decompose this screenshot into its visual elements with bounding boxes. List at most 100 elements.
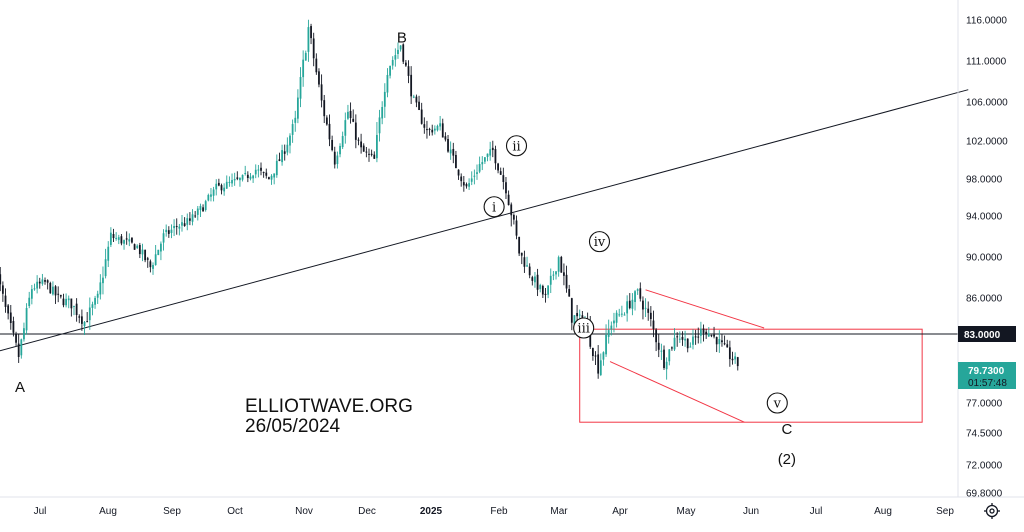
candle-body — [423, 124, 426, 128]
x-tick-label: Oct — [227, 506, 243, 517]
candle-body — [249, 176, 252, 179]
y-tick-labels: 116.0000 111.0000 106.0000 102.0000 98.0000 9… — [966, 16, 1008, 500]
candle-body — [212, 189, 215, 196]
candle-body — [573, 315, 576, 325]
wave-label-i: i — [492, 200, 496, 215]
x-tick-label: Apr — [612, 506, 628, 517]
candle-body — [623, 314, 626, 316]
candle-body — [415, 96, 418, 103]
candle-body — [620, 313, 623, 315]
candle-body — [402, 44, 405, 62]
candle-body — [273, 173, 276, 178]
candle-body — [536, 274, 539, 290]
candle-body — [225, 181, 228, 189]
candle-body — [431, 129, 434, 133]
level-tag-text: 83.0000 — [964, 330, 1001, 341]
candle-body — [599, 360, 602, 375]
candle-body — [15, 333, 17, 343]
candle-body — [455, 154, 457, 169]
wave-label-iv: iv — [594, 235, 606, 250]
candle-body — [705, 331, 708, 335]
candle-body — [418, 101, 420, 110]
candle-body — [420, 109, 423, 124]
x-tick-label: Jul — [810, 506, 823, 517]
candle-body — [28, 297, 31, 306]
watermark-line-1: ELLIOTWAVE.ORG — [245, 396, 413, 417]
candle-body — [341, 136, 344, 148]
y-tick-label: 94.0000 — [966, 212, 1003, 223]
candle-body — [412, 96, 415, 98]
candle-body — [539, 285, 542, 289]
candle-body — [394, 55, 397, 60]
price-axis[interactable]: 116.0000 111.0000 106.0000 102.0000 98.0000 9… — [957, 0, 1016, 500]
candle-body — [49, 283, 52, 294]
candle-body — [260, 167, 262, 171]
candle-body — [17, 343, 20, 357]
candle-body — [7, 305, 10, 314]
candle-body — [52, 286, 54, 295]
candle-body — [476, 172, 478, 174]
candle-body — [468, 183, 470, 187]
candle-body — [170, 229, 173, 234]
x-tick-label: 2025 — [420, 506, 443, 517]
candle-body — [312, 38, 315, 59]
y-tick-label: 74.5000 — [966, 429, 1003, 440]
candle-body — [210, 194, 212, 197]
watermark: ELLIOTWAVE.ORG 26/05/2024 — [245, 396, 413, 437]
candle-body — [178, 226, 181, 229]
candle-body — [202, 207, 204, 212]
candle-body — [699, 328, 702, 336]
candle-body — [665, 361, 668, 370]
candle-body — [41, 279, 44, 284]
x-tick-labels: Jul Aug Sep Oct Nov Dec 2025 Feb Mar Apr May Jun Jul… — [34, 506, 955, 517]
candle-body — [515, 220, 518, 236]
candle-body — [465, 184, 468, 187]
y-tick-label: 106.0000 — [966, 98, 1008, 109]
candle-body — [373, 154, 376, 159]
candle-body — [505, 182, 507, 194]
candle-body — [83, 322, 86, 327]
candle-body — [518, 236, 521, 254]
candle-body — [112, 234, 115, 239]
candle-body — [684, 338, 686, 341]
settings-button[interactable] — [979, 500, 1005, 522]
candle-body — [349, 110, 352, 119]
candle-body — [378, 117, 381, 134]
candle-body — [241, 174, 244, 180]
candle-body — [315, 58, 318, 73]
candle-body — [136, 245, 139, 248]
candle-body — [302, 59, 305, 78]
candle-body — [555, 271, 557, 275]
candle-body — [570, 298, 573, 323]
candle-body — [344, 120, 347, 136]
time-axis[interactable]: Jul Aug Sep Oct Nov Dec 2025 Feb Mar Apr May Jun Jul… — [0, 496, 1024, 517]
candle-body — [715, 337, 718, 345]
candle-body — [605, 334, 607, 355]
candle-body — [181, 222, 183, 226]
candle-body — [407, 66, 410, 76]
candle-body — [591, 348, 594, 357]
candle-body — [265, 172, 268, 176]
candle-body — [507, 194, 510, 206]
candle-body — [339, 145, 341, 155]
candle-body — [0, 274, 2, 285]
candle-body — [473, 175, 476, 177]
candle-body — [499, 171, 502, 175]
candle-body — [444, 136, 447, 140]
target-zone-box — [579, 328, 923, 423]
candle-body — [128, 239, 131, 242]
candle-body — [138, 245, 141, 255]
candle-body — [323, 100, 326, 117]
candle-body — [270, 175, 273, 180]
candle-body — [557, 257, 560, 272]
x-tick-label: Feb — [490, 506, 508, 517]
candle-body — [657, 342, 660, 350]
candle-body — [628, 300, 631, 309]
trendline — [0, 89, 969, 352]
candle-body — [1, 285, 4, 294]
x-tick-label: Aug — [99, 506, 117, 517]
pivot-label-c: C — [781, 421, 792, 438]
candle-body — [547, 285, 550, 295]
